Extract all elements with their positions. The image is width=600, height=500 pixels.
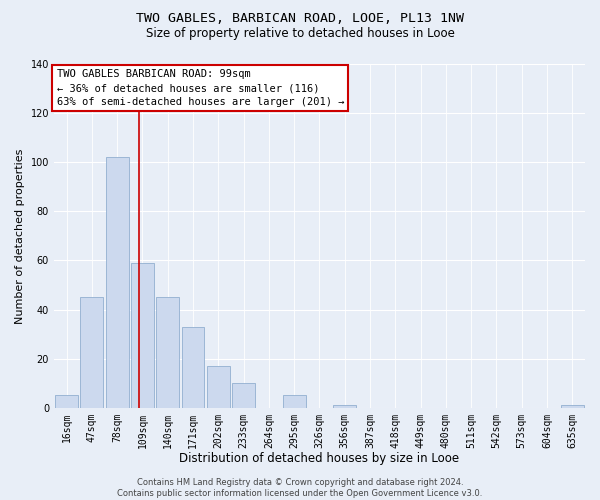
Text: Contains HM Land Registry data © Crown copyright and database right 2024.
Contai: Contains HM Land Registry data © Crown c… bbox=[118, 478, 482, 498]
Bar bbox=[334, 406, 356, 407]
Bar bbox=[283, 396, 305, 407]
Bar bbox=[106, 158, 128, 408]
Bar bbox=[182, 326, 205, 407]
Y-axis label: Number of detached properties: Number of detached properties bbox=[15, 148, 25, 324]
Bar bbox=[561, 406, 584, 407]
X-axis label: Distribution of detached houses by size in Looe: Distribution of detached houses by size … bbox=[179, 452, 460, 465]
Text: Size of property relative to detached houses in Looe: Size of property relative to detached ho… bbox=[146, 28, 454, 40]
Bar bbox=[232, 383, 255, 407]
Text: TWO GABLES BARBICAN ROAD: 99sqm
← 36% of detached houses are smaller (116)
63% o: TWO GABLES BARBICAN ROAD: 99sqm ← 36% of… bbox=[56, 69, 344, 107]
Bar bbox=[131, 263, 154, 408]
Bar bbox=[80, 297, 103, 408]
Bar bbox=[55, 396, 78, 407]
Bar bbox=[157, 297, 179, 408]
Text: TWO GABLES, BARBICAN ROAD, LOOE, PL13 1NW: TWO GABLES, BARBICAN ROAD, LOOE, PL13 1N… bbox=[136, 12, 464, 26]
Bar bbox=[207, 366, 230, 408]
